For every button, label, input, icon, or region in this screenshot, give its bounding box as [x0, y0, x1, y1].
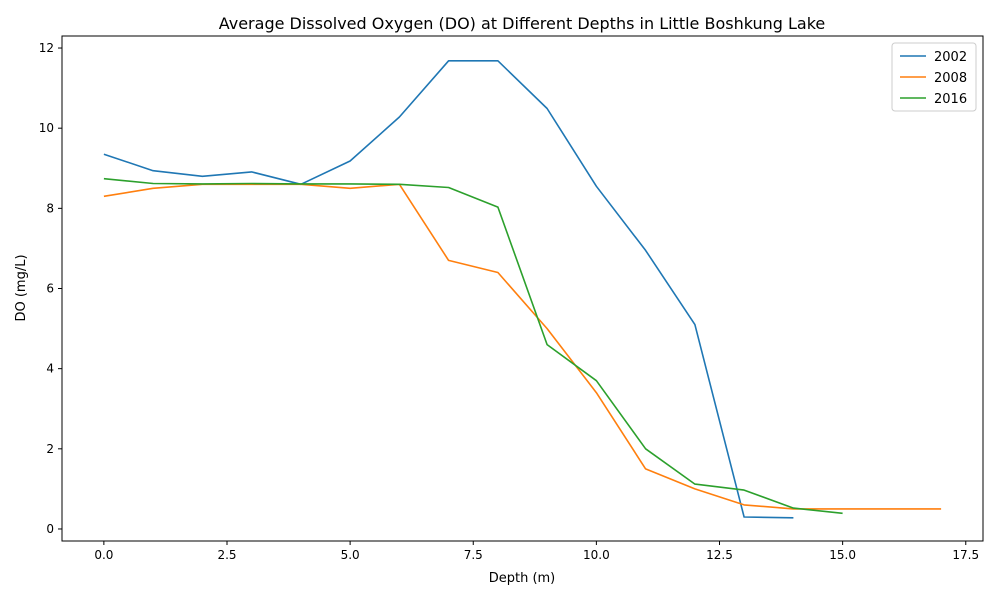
x-axis: 0.0 2.5 5.0 7.5 10.0 12.5 15.0 17.5: [94, 541, 979, 562]
series-line-2008: [103, 183, 942, 510]
x-axis-label: Depth (m): [489, 571, 556, 586]
plot-frame: [61, 35, 984, 542]
x-tick-label: 12.5: [706, 548, 733, 562]
y-tick-label: 12: [39, 41, 54, 55]
legend-entry-2008: 2008: [934, 71, 967, 86]
chart-title: Average Dissolved Oxygen (DO) at Differe…: [219, 14, 826, 33]
y-tick-label: 0: [46, 522, 54, 536]
y-tick-label: 10: [39, 121, 54, 135]
x-tick-label: 7.5: [464, 548, 483, 562]
y-tick-label: 6: [46, 282, 54, 296]
y-axis-label: DO (mg/L): [14, 254, 29, 321]
legend-entry-2016: 2016: [934, 92, 967, 107]
legend-entry-2002: 2002: [934, 50, 967, 65]
x-tick-label: 5.0: [341, 548, 360, 562]
x-tick-label: 10.0: [583, 548, 610, 562]
x-tick-label: 2.5: [217, 548, 236, 562]
y-tick-label: 2: [46, 442, 54, 456]
legend: 2002 2008 2016: [891, 42, 977, 112]
y-axis: 0 2 4 6 8 10 12: [39, 41, 62, 536]
y-tick-label: 4: [46, 362, 54, 376]
legend-box: [891, 42, 977, 112]
plot-lines: [103, 59, 942, 519]
x-tick-label: 15.0: [829, 548, 856, 562]
x-tick-label: 0.0: [94, 548, 113, 562]
y-tick-label: 8: [46, 201, 54, 215]
series-line-2002: [103, 59, 794, 519]
series-line-2016: [103, 177, 843, 515]
x-tick-label: 17.5: [952, 548, 979, 562]
